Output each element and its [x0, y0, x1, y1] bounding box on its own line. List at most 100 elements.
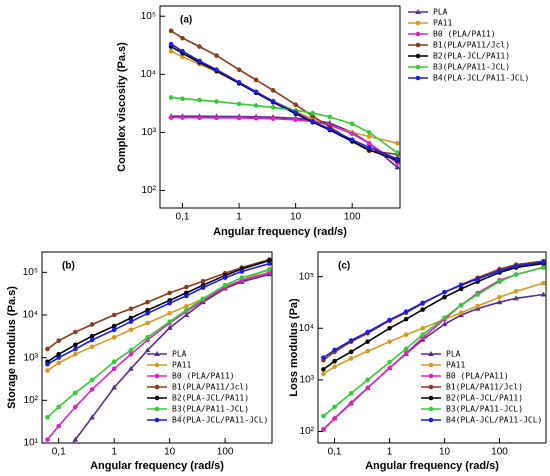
marker	[321, 355, 326, 360]
marker	[428, 417, 434, 423]
x-tick-label: 10	[290, 212, 302, 223]
marker	[497, 294, 502, 300]
marker	[128, 319, 134, 324]
marker	[45, 437, 50, 442]
marker	[45, 346, 50, 352]
marker	[154, 417, 160, 423]
legend-label: B2(PLA-JCL/PA11)	[433, 52, 510, 61]
marker	[180, 54, 185, 60]
marker	[72, 436, 79, 442]
marker	[428, 395, 434, 401]
legend-label: PA11	[172, 361, 191, 370]
marker	[89, 337, 95, 343]
marker	[73, 351, 78, 357]
marker	[214, 115, 219, 121]
y-tick-label: 10²	[142, 185, 157, 196]
marker	[73, 390, 78, 396]
marker	[348, 401, 354, 406]
marker	[349, 131, 355, 137]
marker	[56, 351, 61, 357]
marker	[496, 299, 503, 305]
y-axis-label: Loss modulus (Pa)	[288, 298, 300, 397]
marker	[168, 41, 174, 47]
x-tick-label: 1	[387, 447, 393, 458]
marker	[270, 116, 276, 122]
marker	[214, 99, 219, 104]
marker	[73, 404, 78, 410]
marker	[89, 322, 95, 327]
marker	[270, 88, 276, 93]
marker	[183, 312, 190, 318]
marker	[145, 335, 150, 340]
legend-label: PLA	[446, 350, 461, 359]
series-line	[171, 116, 398, 164]
marker	[293, 117, 298, 123]
marker	[239, 269, 245, 274]
marker	[366, 140, 372, 146]
plot-frame	[41, 251, 273, 444]
marker	[167, 290, 172, 296]
legend-label: B0 (PLA/PA11)	[172, 372, 235, 381]
marker	[128, 327, 134, 333]
legend: PLA PA11 B0 (PLA/PA11) B1(PLA/PA11/Jcl) B2(P…	[408, 8, 529, 83]
marker	[128, 306, 134, 312]
marker	[497, 268, 502, 274]
marker	[253, 103, 259, 108]
marker	[166, 324, 173, 330]
series-line	[47, 262, 270, 365]
marker	[541, 259, 546, 265]
marker	[56, 404, 61, 410]
y-tick-label: 10³	[24, 352, 39, 363]
marker	[89, 387, 95, 392]
marker	[365, 329, 370, 335]
marker	[348, 349, 354, 355]
plot-area	[45, 257, 272, 443]
marker	[403, 332, 409, 338]
marker	[236, 115, 242, 121]
y-tick-label: 10⁵	[23, 267, 38, 278]
marker	[497, 279, 502, 284]
x-axis-label: Angular frequency (rad/s)	[365, 460, 499, 472]
marker	[145, 310, 150, 316]
marker	[442, 294, 447, 300]
marker	[293, 102, 298, 108]
marker	[513, 272, 519, 277]
marker	[111, 384, 117, 390]
marker	[111, 312, 117, 318]
marker	[321, 427, 326, 432]
marker	[222, 282, 228, 288]
marker	[128, 351, 134, 357]
marker	[180, 96, 185, 102]
marker	[415, 20, 421, 26]
x-tick-label: 1	[236, 212, 242, 223]
y-tick-label: 10²	[24, 395, 39, 406]
marker	[89, 333, 95, 339]
marker	[167, 310, 172, 316]
marker	[415, 75, 421, 81]
marker	[415, 31, 421, 37]
marker	[253, 115, 259, 121]
marker	[332, 358, 337, 364]
legend-label: B0 (PLA/PA11)	[433, 30, 496, 39]
marker	[89, 344, 95, 350]
legend-label: B1(PLA/PA11/Jcl)	[446, 383, 523, 392]
marker	[387, 325, 392, 331]
marker	[56, 360, 61, 366]
marker	[45, 415, 50, 420]
title: (a)	[180, 15, 192, 26]
marker	[293, 110, 298, 115]
legend-label: PA11	[446, 361, 465, 370]
marker	[154, 384, 160, 390]
marker	[332, 404, 337, 410]
marker	[222, 275, 228, 280]
legend-label: B2(PLA-JCL/PA11)	[446, 394, 523, 403]
plot-frame	[159, 5, 401, 209]
marker	[56, 423, 61, 429]
x-tick-label: 1	[111, 447, 117, 458]
marker	[349, 137, 355, 142]
marker	[327, 126, 332, 132]
x-tick-label: 100	[344, 212, 361, 223]
marker	[332, 416, 337, 421]
marker	[513, 263, 519, 269]
marker	[348, 338, 354, 343]
